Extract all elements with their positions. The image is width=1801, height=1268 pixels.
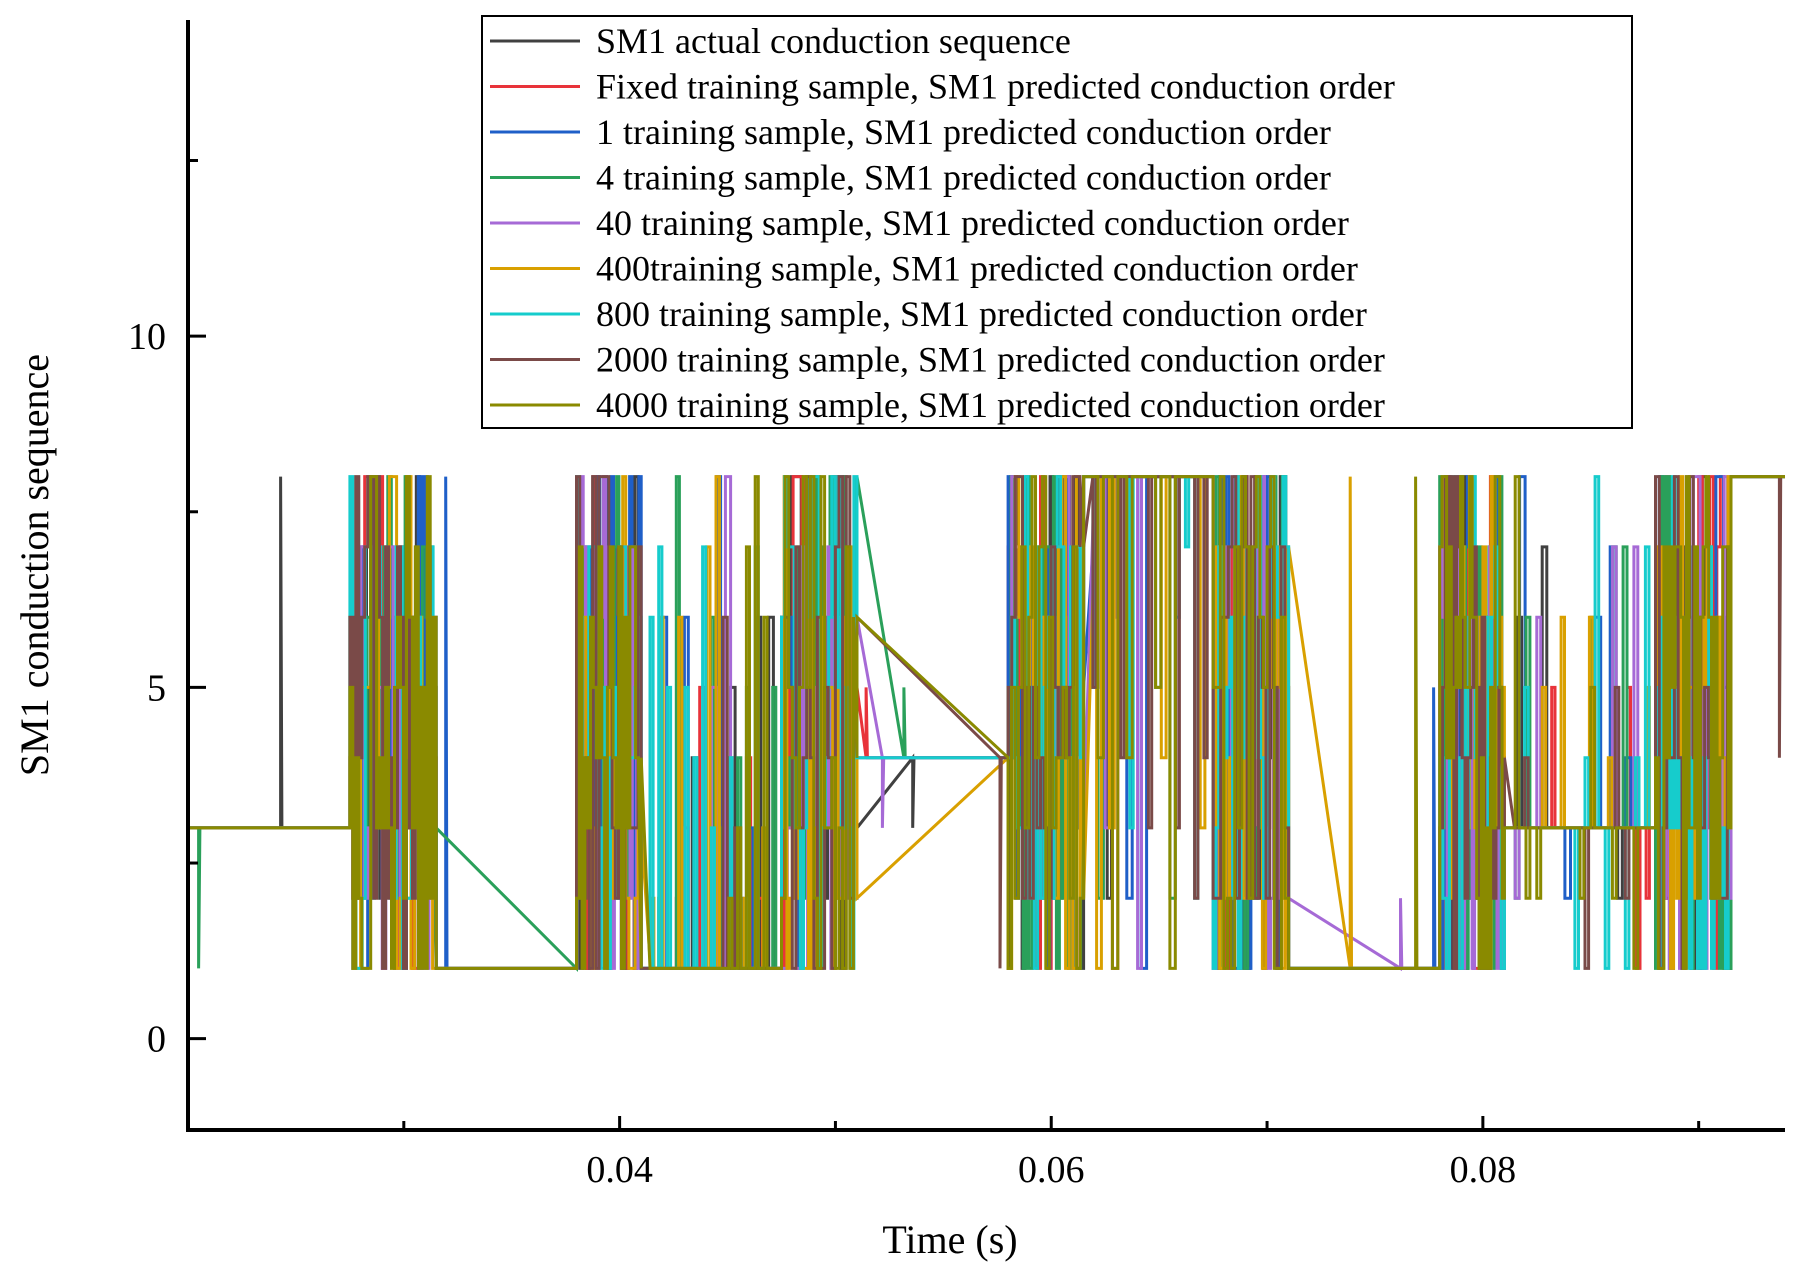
legend-label: 4000 training sample, SM1 predicted cond… [596, 385, 1385, 425]
series-line [188, 475, 1785, 970]
y-tick-label: 10 [128, 316, 166, 358]
legend-label: Fixed training sample, SM1 predicted con… [596, 67, 1395, 107]
x-tick-label: 0.04 [586, 1149, 653, 1191]
x-tick-label: 0.08 [1450, 1149, 1517, 1191]
legend-label: 2000 training sample, SM1 predicted cond… [596, 340, 1385, 380]
legend-label: 4 training sample, SM1 predicted conduct… [596, 158, 1331, 198]
legend-box [481, 15, 1633, 429]
ticks: 0.04 0.06 0.08 0 5 10 [128, 159, 1701, 1191]
x-tick-label: 0.06 [1018, 1149, 1085, 1191]
series-layer [188, 475, 1785, 973]
x-axis-title: Time (s) [882, 1217, 1017, 1262]
y-tick-label: 5 [147, 667, 166, 709]
legend-label: SM1 actual conduction sequence [596, 21, 1071, 61]
legend: SM1 actual conduction sequence Fixed trai… [481, 15, 1633, 429]
y-axis-title: SM1 conduction sequence [12, 354, 57, 776]
legend-label: 400training sample, SM1 predicted conduc… [596, 249, 1358, 289]
legend-label: 800 training sample, SM1 predicted condu… [596, 294, 1367, 334]
legend-items: SM1 actual conduction sequence Fixed trai… [490, 21, 1395, 425]
legend-label: 1 training sample, SM1 predicted conduct… [596, 112, 1331, 152]
y-tick-label: 0 [147, 1019, 166, 1061]
axes [186, 20, 1785, 1132]
legend-label: 40 training sample, SM1 predicted conduc… [596, 203, 1349, 243]
